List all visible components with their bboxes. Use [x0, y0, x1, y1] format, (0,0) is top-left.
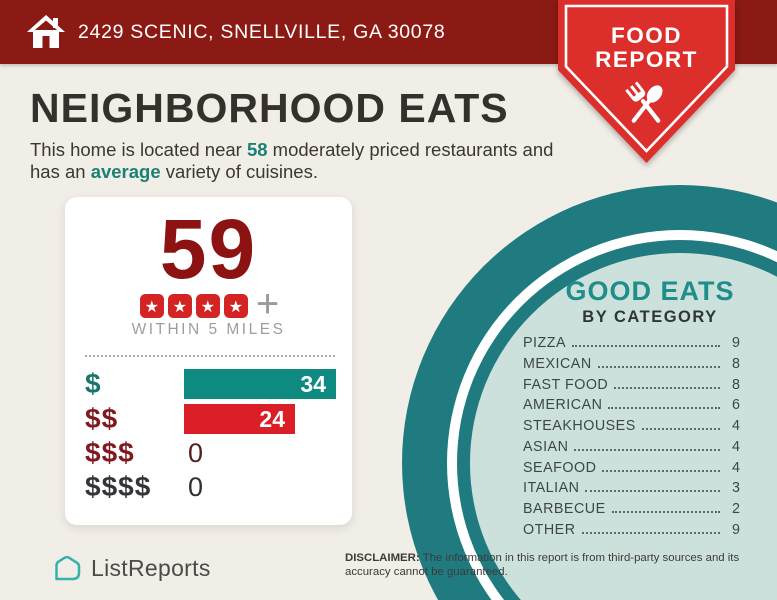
- list-item: STEAKHOUSES 4: [523, 418, 740, 439]
- category-value: 8: [732, 376, 740, 393]
- subtitle-text-2: moderately priced restaurants and: [267, 139, 554, 160]
- listreports-wordmark: ListReports: [91, 554, 211, 581]
- home-icon: [27, 15, 65, 48]
- subtitle-text-1: This home is located near: [30, 139, 247, 160]
- category-name: PIZZA: [523, 335, 567, 351]
- price-value: 0: [188, 438, 204, 468]
- restaurant-count-highlight: 58: [246, 139, 268, 160]
- disclaimer-text: The information in this report is from t…: [345, 552, 740, 578]
- list-item: FAST FOOD 8: [523, 377, 740, 398]
- category-name: FAST FOOD: [523, 376, 609, 393]
- page-title: NEIGHBORHOOD EATS: [30, 85, 509, 131]
- dot-leader: [585, 490, 720, 493]
- badge-ribbon-shape: [558, 0, 735, 163]
- radius-label: WITHIN 5 MILES: [131, 321, 286, 338]
- category-value: 6: [732, 397, 740, 414]
- dot-leader: [574, 448, 720, 451]
- category-value: 4: [732, 438, 740, 455]
- price-label: $$: [85, 403, 119, 434]
- variety-level-highlight: average: [90, 161, 161, 182]
- category-name: AMERICAN: [523, 397, 603, 414]
- category-name: BARBECUE: [523, 501, 606, 517]
- good-eats-title: GOOD EATS: [565, 276, 735, 306]
- category-name: SEAFOOD: [523, 459, 597, 476]
- star-icon: ★: [167, 294, 192, 318]
- disclaimer-label: DISCLAIMER:: [345, 552, 420, 564]
- price-bar-red: 24: [184, 404, 295, 434]
- dot-leader: [611, 511, 720, 513]
- dot-leader: [602, 469, 720, 472]
- list-item: ASIAN 4: [523, 439, 740, 460]
- list-item: PIZZA 9: [523, 335, 740, 356]
- bar-value: 34: [300, 370, 326, 397]
- category-value: 4: [732, 459, 740, 476]
- list-item: ITALIAN 3: [523, 480, 740, 501]
- category-name: ASIAN: [523, 438, 569, 455]
- price-row-3-dollar: $$$ 0: [85, 437, 336, 469]
- price-row-4-dollar: $$$$ 0: [85, 471, 336, 503]
- star-rating: ★ ★ ★ ★ +: [65, 282, 352, 326]
- category-list: PIZZA 9 MEXICAN 8 FAST FOOD 8 AMERICAN 6 STE…: [523, 335, 740, 543]
- star-icon: ★: [195, 294, 220, 318]
- star-icon: ★: [139, 294, 164, 318]
- category-value: 2: [732, 501, 740, 517]
- price-label: $: [85, 368, 102, 399]
- category-value: 3: [732, 480, 740, 497]
- list-item: BARBECUE 2: [523, 501, 740, 522]
- dotted-divider: [85, 355, 335, 357]
- dot-leader: [572, 345, 720, 347]
- dot-leader: [608, 407, 720, 410]
- plus-icon: +: [255, 282, 280, 326]
- category-name: STEAKHOUSES: [523, 418, 636, 434]
- listreports-logo: ListReports: [52, 554, 211, 582]
- restaurant-summary-card: 59 ★ ★ ★ ★ + WITHIN 5 MILES $ 34 $$ 24 $…: [65, 197, 352, 525]
- category-value: 9: [732, 521, 740, 538]
- category-value: 4: [732, 418, 740, 434]
- category-name: MEXICAN: [523, 355, 592, 372]
- subtitle-text-4: variety of cuisines.: [160, 161, 318, 182]
- list-item: SEAFOOD 4: [523, 460, 740, 481]
- price-row-1-dollar: $ 34: [85, 368, 336, 400]
- spoon-fork-icon: [625, 81, 663, 123]
- badge-title-line1: FOOD: [611, 23, 682, 48]
- category-value: 8: [732, 355, 740, 372]
- dot-leader: [614, 386, 720, 389]
- badge-title-line2: REPORT: [595, 46, 698, 72]
- category-value: 9: [732, 335, 740, 351]
- price-row-2-dollar: $$ 24: [85, 403, 336, 435]
- price-label: $$$: [85, 437, 135, 468]
- page-subtitle: This home is located near 58 moderately …: [30, 139, 570, 183]
- star-icon: ★: [223, 294, 248, 318]
- listreports-house-icon: [55, 555, 81, 581]
- price-value: 0: [188, 472, 204, 502]
- good-eats-subtitle: BY CATEGORY: [582, 308, 718, 326]
- property-address: 2429 SCENIC, SNELLVILLE, GA 30078: [78, 20, 446, 43]
- food-report-badge: FOOD REPORT: [558, 0, 735, 166]
- good-eats-header: GOOD EATS BY CATEGORY: [520, 276, 777, 327]
- category-name: OTHER: [523, 521, 576, 538]
- price-label: $$$$: [85, 471, 152, 502]
- disclaimer: DISCLAIMER: The information in this repo…: [345, 552, 765, 580]
- dot-leader: [597, 365, 720, 368]
- dot-leader: [641, 428, 720, 430]
- category-name: ITALIAN: [523, 480, 580, 497]
- restaurant-count: 59: [159, 202, 258, 296]
- list-item: MEXICAN 8: [523, 356, 740, 377]
- price-bar-teal: 34: [184, 369, 336, 399]
- dot-leader: [581, 531, 720, 534]
- list-item: AMERICAN 6: [523, 397, 740, 418]
- bar-value: 24: [259, 405, 285, 432]
- subtitle-text-3: has an: [30, 161, 91, 182]
- list-item: OTHER 9: [523, 522, 740, 543]
